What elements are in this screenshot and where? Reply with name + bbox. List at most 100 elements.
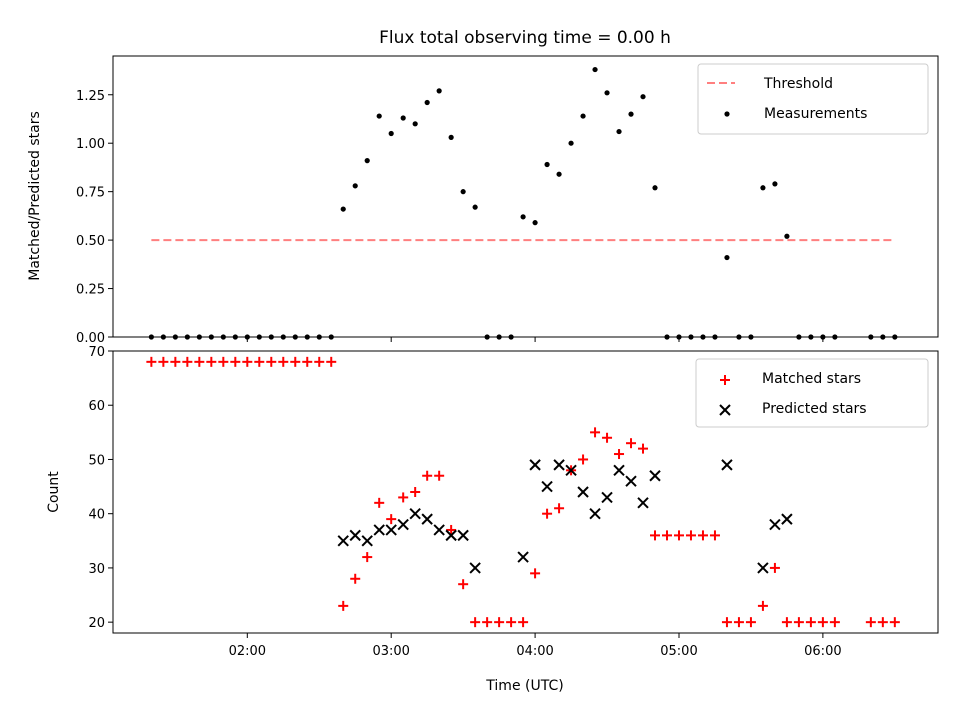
bottom-legend-label: Matched stars	[762, 371, 861, 387]
matched-star-point	[805, 617, 816, 628]
matched-star-point	[709, 530, 720, 541]
matched-star-point	[817, 617, 828, 628]
predicted-star-point	[373, 524, 385, 536]
matched-star-point	[254, 356, 265, 367]
matched-star-point	[494, 617, 505, 628]
bottom-legend-box	[695, 358, 929, 428]
measurement-point	[736, 334, 742, 340]
bottom-ytick-label: 70	[88, 345, 105, 360]
measurement-point	[760, 185, 766, 191]
bottom-ytick-label: 50	[88, 453, 105, 468]
matched-star-point	[889, 617, 900, 628]
measurement-point	[352, 183, 358, 189]
measurement-point	[412, 121, 418, 127]
measurement-point	[196, 334, 202, 340]
matched-star-point	[793, 617, 804, 628]
top-legend-label: Threshold	[763, 76, 833, 92]
top-ytick-label: 0.00	[76, 331, 105, 346]
measurement-point	[796, 334, 802, 340]
matched-star-point	[578, 454, 589, 465]
measurement-point	[232, 334, 238, 340]
measurement-point	[880, 334, 886, 340]
measurement-point	[148, 334, 154, 340]
matched-star-point	[757, 600, 768, 611]
measurement-point	[520, 214, 526, 220]
bottom-legend-marker	[720, 375, 730, 385]
measurement-point	[436, 88, 442, 94]
bottom-y-ticks: 20 30 40 50 60 70	[88, 345, 113, 631]
matched-star-point	[781, 617, 792, 628]
matched-star-point	[170, 356, 181, 367]
top-y-axis-label: Matched/Predicted stars	[27, 111, 43, 281]
matched-star-point	[745, 617, 756, 628]
bottom-y-axis-label: Count	[46, 471, 62, 513]
matched-star-point	[542, 508, 553, 519]
matched-star-point	[446, 524, 457, 535]
predicted-star-point	[721, 459, 733, 471]
top-panel: Matched/Predicted stars 0.00 0.25 0.50 0.75…	[27, 55, 939, 346]
measurement-point	[388, 130, 394, 137]
measurement-point	[460, 189, 466, 195]
top-ytick-label: 0.50	[76, 234, 105, 249]
matched-star-point	[242, 356, 253, 367]
matched-star-point	[877, 617, 888, 628]
matched-star-point	[350, 573, 361, 584]
matched-star-point	[410, 487, 421, 497]
top-legend-box	[697, 63, 929, 135]
bottom-legend-marker	[719, 404, 731, 416]
measurement-point	[220, 334, 226, 340]
matched-star-point	[685, 530, 696, 541]
chart-title: Flux total observing time = 0.00 h	[379, 28, 671, 48]
matched-star-point	[530, 568, 541, 579]
measurement-point	[508, 334, 514, 340]
measurement-point	[160, 334, 166, 340]
bottom-ytick-label: 40	[88, 508, 105, 523]
measurement-point	[748, 334, 754, 340]
measurement-point	[364, 158, 370, 164]
measurement-point	[772, 181, 778, 187]
bottom-legend: Matched stars Predicted stars	[695, 358, 929, 428]
measurement-point	[616, 128, 622, 135]
matched-star-point	[398, 492, 409, 503]
measurement-point	[328, 334, 334, 340]
bottom-x-ticks: 02:00 03:00 04:00 05:00 06:00	[229, 633, 842, 659]
measurement-point	[592, 66, 598, 73]
bottom-legend-label: Predicted stars	[762, 401, 867, 417]
matched-star-point	[374, 497, 385, 508]
bottom-ytick-label: 30	[88, 562, 105, 577]
measurement-point	[448, 134, 454, 140]
measurement-point	[208, 334, 214, 340]
measurement-point	[256, 334, 262, 340]
measurement-point	[580, 113, 586, 119]
predicted-star-point	[469, 562, 481, 574]
matched-star-point	[386, 514, 397, 525]
predicted-star-point	[565, 464, 577, 477]
top-ytick-label: 1.00	[76, 137, 105, 152]
matched-star-point	[470, 617, 481, 628]
predicted-star-point	[589, 507, 601, 520]
predicted-star-point	[601, 491, 613, 504]
matched-star-point	[518, 617, 529, 628]
measurement-point	[280, 334, 286, 340]
top-ytick-label: 0.75	[76, 186, 105, 201]
bottom-xtick-label: 05:00	[660, 644, 697, 659]
matched-star-point	[326, 356, 337, 367]
predicted-star-point	[349, 529, 361, 542]
matched-star-point	[697, 530, 708, 541]
matched-star-point	[458, 579, 469, 590]
measurement-point	[784, 233, 790, 239]
matched-star-point	[182, 356, 193, 367]
matched-star-point	[661, 530, 672, 541]
measurement-point	[556, 171, 562, 177]
top-legend: Threshold Measurements	[697, 63, 929, 135]
measurement-point	[604, 90, 610, 96]
matched-star-point	[626, 438, 637, 449]
measurement-point	[424, 99, 430, 106]
matched-star-point	[865, 617, 876, 628]
bottom-xtick-label: 04:00	[516, 644, 553, 659]
matched-star-point	[302, 356, 313, 367]
measurement-point	[484, 334, 490, 340]
top-y-ticks: 0.00 0.25 0.50 0.75 1.00 1.25	[76, 89, 113, 346]
